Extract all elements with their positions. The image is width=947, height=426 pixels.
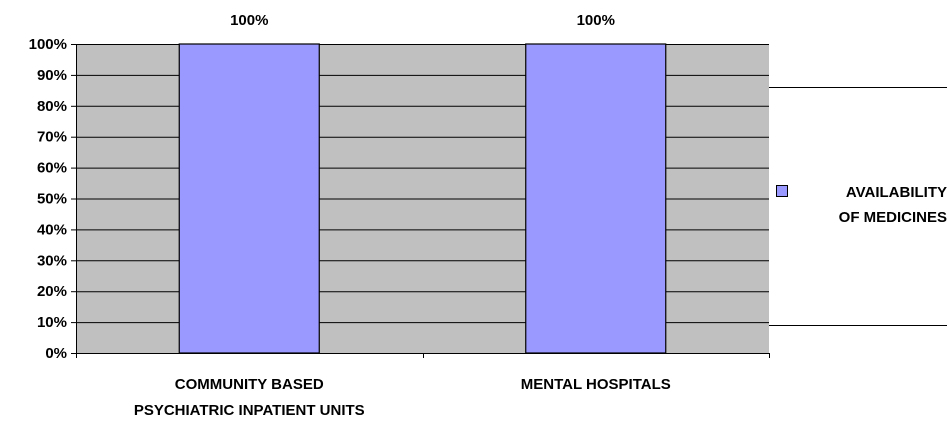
bar	[178, 43, 320, 354]
y-tick-label: 20%	[37, 283, 67, 300]
y-tick-label: 40%	[37, 221, 67, 238]
y-tick-label: 80%	[37, 98, 67, 115]
data-labels: 100% 100%	[230, 12, 615, 29]
axes	[71, 44, 770, 358]
x-tick-label-line: PSYCHIATRIC INPATIENT UNITS	[134, 402, 365, 419]
y-tick-label: 90%	[37, 67, 67, 84]
y-tick-label: 100%	[29, 36, 67, 53]
y-tick-label: 70%	[37, 129, 67, 146]
x-tick-label-line: COMMUNITY BASED	[175, 376, 324, 393]
y-tick-label: 0%	[45, 345, 67, 362]
legend: AVAILABILITY OF MEDICINES	[769, 87, 947, 326]
bars	[178, 43, 667, 354]
legend-swatch	[776, 185, 788, 197]
bar	[525, 43, 667, 354]
legend-label-line: AVAILABILITY	[846, 184, 947, 201]
x-axis-tick-labels: COMMUNITY BASED PSYCHIATRIC INPATIENT UNI…	[134, 376, 671, 419]
y-axis-tick-labels: 0% 10% 20% 30% 40% 50% 60% 70% 80% 90% 100%	[29, 36, 67, 362]
y-tick-label: 60%	[37, 160, 67, 177]
x-tick-label-line: MENTAL HOSPITALS	[521, 376, 671, 393]
legend-label-line: OF MEDICINES	[839, 209, 947, 226]
y-tick-label: 50%	[37, 191, 67, 208]
legend-label: AVAILABILITY OF MEDICINES	[839, 184, 947, 226]
y-tick-label: 10%	[37, 314, 67, 331]
data-label: 100%	[577, 12, 615, 29]
data-label: 100%	[230, 12, 268, 29]
x-tick-label: MENTAL HOSPITALS	[521, 376, 671, 393]
x-tick-label: COMMUNITY BASED PSYCHIATRIC INPATIENT UNI…	[134, 376, 365, 419]
y-tick-label: 30%	[37, 252, 67, 269]
